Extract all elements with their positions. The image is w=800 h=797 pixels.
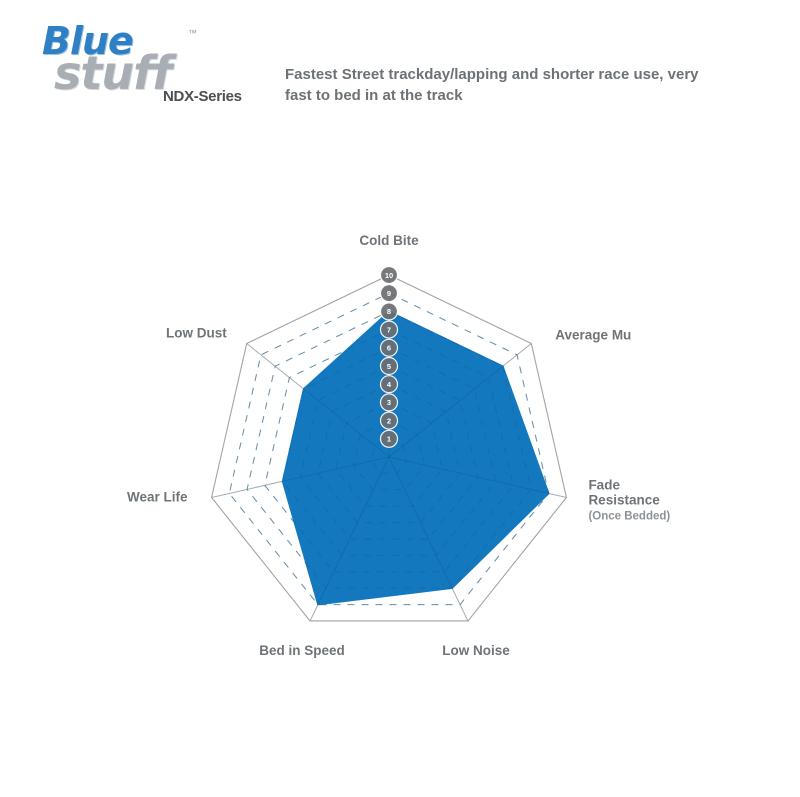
axis-label-cold-bite: Cold Bite bbox=[359, 233, 419, 248]
tick-marker-8: 8 bbox=[379, 302, 399, 321]
axis-spoke-overlay-2 bbox=[388, 456, 549, 494]
axis-label-wear-life: Wear Life bbox=[127, 490, 188, 505]
axis-spoke-overlay-3 bbox=[388, 456, 453, 589]
radar-axis-spokes-overlay bbox=[228, 292, 550, 606]
tick-label-3: 3 bbox=[387, 398, 391, 407]
axis-label-low-dust: Low Dust bbox=[166, 326, 227, 341]
tick-label-10: 10 bbox=[385, 271, 393, 280]
axis-label-line: Low Noise bbox=[442, 643, 510, 658]
axis-spoke-overlay-1 bbox=[388, 365, 504, 458]
grid-ring-9 bbox=[228, 292, 550, 606]
tick-marker-7: 7 bbox=[379, 320, 399, 339]
axis-label-line: Fade bbox=[588, 478, 620, 493]
tick-marker-4: 4 bbox=[379, 375, 399, 394]
series-polygon-ndx bbox=[281, 310, 550, 606]
grid-ring-overlay-7 bbox=[264, 329, 514, 573]
grid-ring-overlay-9 bbox=[228, 292, 550, 606]
tick-label-2: 2 bbox=[387, 416, 391, 425]
tick-label-4: 4 bbox=[387, 380, 392, 389]
axis-label-line: Wear Life bbox=[127, 490, 188, 505]
axis-label-line: Cold Bite bbox=[359, 233, 419, 248]
product-tagline: Fastest Street trackday/lapping and shor… bbox=[285, 66, 699, 105]
tick-label-6: 6 bbox=[387, 344, 391, 353]
radar-tick-markers: 1 2 3 4 5 6 7 8 9 10 bbox=[379, 265, 399, 448]
tick-marker-5: 5 bbox=[379, 356, 399, 376]
radar-chart-container: 1 2 3 4 5 6 7 8 9 10 Cold Bite Average Mu Fade Resis… bbox=[0, 125, 800, 797]
tick-marker-2: 2 bbox=[379, 411, 399, 430]
axis-label-line: Average Mu bbox=[555, 328, 631, 343]
tick-label-7: 7 bbox=[387, 325, 391, 334]
axis-label-average-mu: Average Mu bbox=[555, 328, 631, 343]
grid-ring-overlay-4 bbox=[317, 383, 461, 524]
axis-label-low-noise: Low Noise bbox=[442, 643, 510, 658]
radar-chart-svg: 1 2 3 4 5 6 7 8 9 10 Cold Bite Average Mu FadeResis… bbox=[127, 233, 670, 658]
tick-label-9: 9 bbox=[387, 289, 391, 298]
grid-ring-10 bbox=[210, 274, 568, 622]
tick-marker-3: 3 bbox=[379, 393, 399, 412]
tick-label-5: 5 bbox=[387, 362, 391, 371]
radar-series-area bbox=[281, 310, 550, 606]
axis-label-bed-in-speed: Bed in Speed bbox=[259, 643, 345, 658]
tick-label-8: 8 bbox=[387, 307, 391, 316]
series-name: NDX-Series bbox=[163, 88, 242, 105]
bluestuff-logo: Blue ™ stuff bbox=[36, 22, 236, 117]
axis-spoke-overlay-5 bbox=[282, 456, 390, 482]
axis-label-line: (Once Bedded) bbox=[588, 511, 670, 523]
tick-marker-10: 10 bbox=[379, 265, 399, 285]
grid-ring-overlay-6 bbox=[281, 347, 497, 556]
page-header: Blue ™ stuff NDX-Series Fastest Street t… bbox=[0, 0, 800, 130]
tick-marker-1: 1 bbox=[379, 429, 399, 448]
logo-text-stuff: stuff bbox=[54, 46, 172, 100]
grid-ring-overlay-2 bbox=[352, 420, 426, 491]
tick-marker-9: 9 bbox=[379, 284, 399, 303]
tick-marker-6: 6 bbox=[379, 338, 399, 357]
axis-label-line: Low Dust bbox=[166, 326, 227, 341]
axis-label-line: Resistance bbox=[588, 493, 660, 508]
logo-text-blue: Blue bbox=[42, 19, 134, 63]
tick-label-1: 1 bbox=[387, 435, 391, 444]
axis-label-line: Bed in Speed bbox=[259, 643, 345, 658]
axis-spoke-overlay-6 bbox=[303, 388, 390, 458]
trademark-symbol: ™ bbox=[188, 28, 197, 38]
grid-ring-overlay-1 bbox=[370, 438, 408, 474]
axis-spoke-overlay-4 bbox=[317, 456, 390, 605]
